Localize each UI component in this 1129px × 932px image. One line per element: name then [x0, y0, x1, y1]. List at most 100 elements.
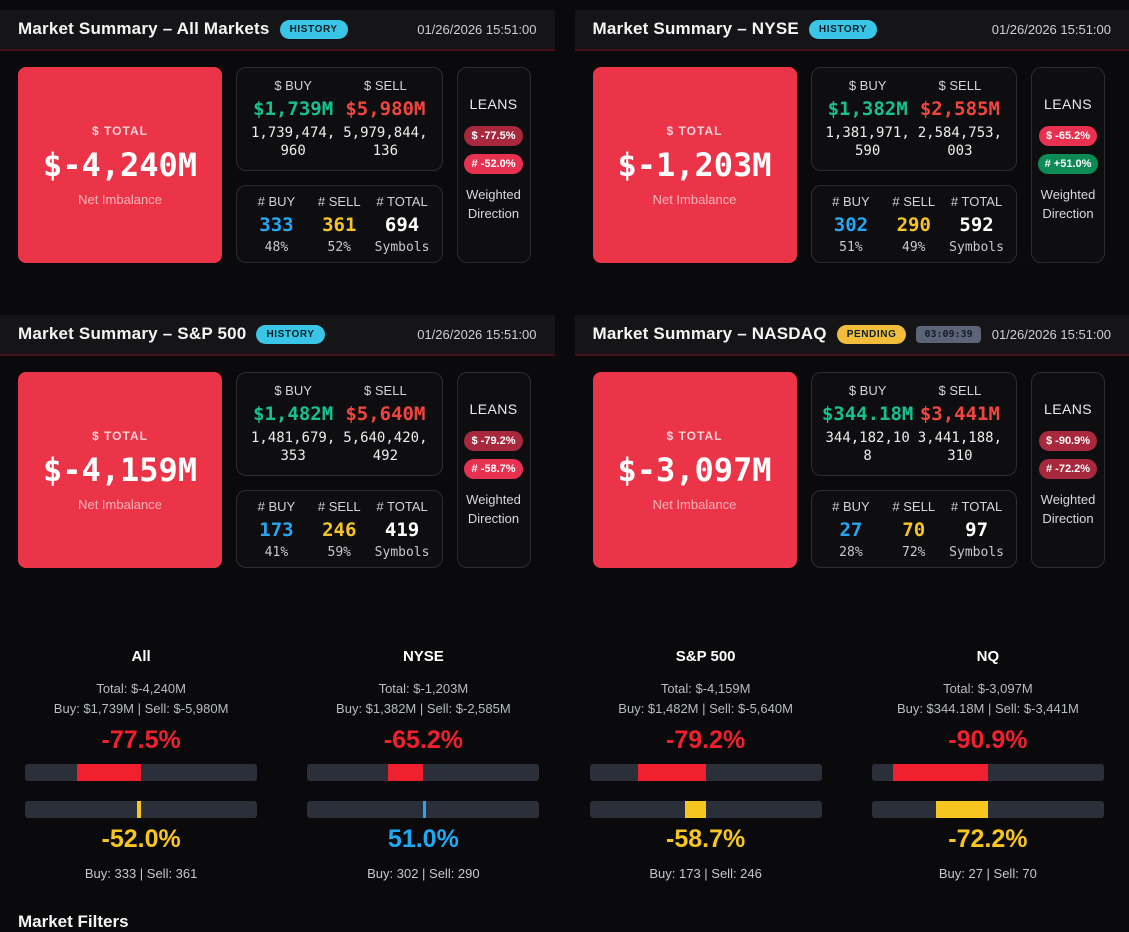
- count-lean-badge: # -52.0%: [464, 154, 522, 174]
- weighted-direction-label: Weighted Direction: [465, 186, 523, 224]
- count-sell-cell: # SELL 361 52%: [308, 194, 371, 255]
- count-total-cell: # TOTAL 694 Symbols: [371, 194, 434, 255]
- dollar-buy-value: $1,382M: [822, 98, 914, 120]
- dollar-lean-badge: $ -65.2%: [1039, 126, 1097, 146]
- panel-title: Market Summary – NYSE: [593, 19, 799, 39]
- comparison-total: Total: $-4,240M: [0, 681, 282, 696]
- dollar-sell-label: $ SELL: [339, 78, 431, 93]
- dollar-sell-value: $5,640M: [339, 403, 431, 425]
- dollar-sell-raw: 5,979,844,136: [339, 125, 431, 160]
- dollar-flow-box: $ BUY $1,482M 1,481,679,353 $ SELL $5,64…: [236, 372, 443, 476]
- count-sell-pct: 49%: [882, 240, 945, 255]
- comparison-buy-sell: Buy: $344.18M | Sell: $-3,441M: [847, 701, 1129, 716]
- dollar-lean-pct: -79.2%: [565, 726, 847, 755]
- count-sell-cell: # SELL 246 59%: [308, 499, 371, 560]
- panel-nyse: Market Summary – NYSE HISTORY 01/26/2026…: [575, 10, 1129, 263]
- stats-column: $ BUY $1,739M 1,739,474,960 $ SELL $5,98…: [236, 67, 443, 263]
- total-label: $ TOTAL: [92, 429, 148, 443]
- count-total-sub: Symbols: [945, 240, 1008, 255]
- count-total-cell: # TOTAL 97 Symbols: [945, 499, 1008, 560]
- comparison-total: Total: $-4,159M: [565, 681, 847, 696]
- dollar-buy-label: $ BUY: [247, 383, 339, 398]
- count-buy-label: # BUY: [245, 194, 308, 209]
- dollar-buy-label: $ BUY: [822, 383, 914, 398]
- dollar-buy-value: $1,739M: [247, 98, 339, 120]
- dollar-lean-badge: $ -77.5%: [464, 126, 522, 146]
- dollar-lean-bar: [590, 764, 822, 781]
- net-imbalance-card: $ TOTAL $-3,097M Net Imbalance: [593, 372, 797, 568]
- count-sell-pct: 59%: [308, 545, 371, 560]
- panel-title: Market Summary – All Markets: [18, 19, 270, 39]
- comparison-title: S&P 500: [565, 648, 847, 665]
- panel-header: Market Summary – S&P 500 HISTORY 01/26/2…: [0, 315, 555, 356]
- dollar-lean-bar-fill: [388, 764, 423, 781]
- count-total-sub: Symbols: [371, 545, 434, 560]
- count-buy-label: # BUY: [820, 194, 883, 209]
- comparison-column-sp500: S&P 500 Total: $-4,159M Buy: $1,482M | S…: [565, 648, 847, 881]
- count-lean-badge: # +51.0%: [1038, 154, 1099, 174]
- dollar-buy-raw: 1,739,474,960: [247, 125, 339, 160]
- total-label: $ TOTAL: [92, 124, 148, 138]
- panel-sp500: Market Summary – S&P 500 HISTORY 01/26/2…: [0, 315, 555, 568]
- dollar-buy-raw: 1,381,971,590: [822, 125, 914, 160]
- dollar-buy-label: $ BUY: [247, 78, 339, 93]
- count-lean-badge: # -58.7%: [464, 459, 522, 479]
- leans-title: LEANS: [1044, 96, 1092, 112]
- comparison-column-nyse: NYSE Total: $-1,203M Buy: $1,382M | Sell…: [282, 648, 564, 881]
- count-buy-label: # BUY: [820, 499, 883, 514]
- count-total-sub: Symbols: [371, 240, 434, 255]
- count-lean-bar: [590, 801, 822, 818]
- count-total-sub: Symbols: [945, 545, 1008, 560]
- leans-title: LEANS: [470, 96, 518, 112]
- symbol-counts-box: # BUY 333 48% # SELL 361 52% # TOTAL 694…: [236, 185, 443, 263]
- status-badge: PENDING: [837, 325, 907, 344]
- dollar-buy-cell: $ BUY $1,382M 1,381,971,590: [822, 78, 914, 160]
- total-value: $-3,097M: [617, 451, 771, 489]
- dollar-lean-bar: [25, 764, 257, 781]
- count-buy-label: # BUY: [245, 499, 308, 514]
- count-lean-bar-fill: [685, 801, 705, 818]
- count-total-value: 97: [945, 519, 1008, 541]
- dollar-sell-label: $ SELL: [339, 383, 431, 398]
- dollar-sell-cell: $ SELL $5,640M 5,640,420,492: [339, 383, 431, 465]
- count-lean-bar-fill: [423, 801, 425, 818]
- status-badge: HISTORY: [809, 20, 877, 39]
- total-value: $-4,240M: [43, 146, 197, 184]
- count-total-value: 694: [371, 214, 434, 236]
- comparison-buy-sell: Buy: $1,382M | Sell: $-2,585M: [282, 701, 564, 716]
- panel-all-markets: Market Summary – All Markets HISTORY 01/…: [0, 10, 555, 263]
- weighted-direction-label: Weighted Direction: [1039, 186, 1097, 224]
- panel-body: $ TOTAL $-4,240M Net Imbalance $ BUY $1,…: [0, 51, 555, 263]
- total-value: $-4,159M: [43, 451, 197, 489]
- leans-box: LEANS $ -90.9% # -72.2% Weighted Directi…: [1031, 372, 1105, 568]
- leans-box: LEANS $ -65.2% # +51.0% Weighted Directi…: [1031, 67, 1105, 263]
- count-buy-value: 333: [245, 214, 308, 236]
- count-sell-cell: # SELL 290 49%: [882, 194, 945, 255]
- timestamp: 01/26/2026 15:51:00: [417, 22, 536, 37]
- comparison-column-all: All Total: $-4,240M Buy: $1,739M | Sell:…: [0, 648, 282, 881]
- panel-title: Market Summary – S&P 500: [18, 324, 246, 344]
- count-total-value: 592: [945, 214, 1008, 236]
- weighted-direction-label: Weighted Direction: [465, 491, 523, 529]
- comparison-counts: Buy: 333 | Sell: 361: [0, 866, 282, 881]
- count-buy-cell: # BUY 27 28%: [820, 499, 883, 560]
- stats-column: $ BUY $344.18M 344,182,108 $ SELL $3,441…: [811, 372, 1018, 568]
- comparison-title: NQ: [847, 648, 1129, 665]
- count-lean-pct: -72.2%: [847, 825, 1129, 854]
- panel-body: $ TOTAL $-3,097M Net Imbalance $ BUY $34…: [575, 356, 1129, 568]
- count-total-label: # TOTAL: [371, 194, 434, 209]
- count-sell-value: 361: [308, 214, 371, 236]
- count-lean-bar-fill: [936, 801, 988, 818]
- leans-title: LEANS: [470, 401, 518, 417]
- dollar-lean-bar-fill: [77, 764, 141, 781]
- dollar-buy-value: $344.18M: [822, 403, 914, 425]
- count-sell-label: # SELL: [882, 194, 945, 209]
- net-imbalance-card: $ TOTAL $-4,240M Net Imbalance: [18, 67, 222, 263]
- count-lean-bar-fill: [137, 801, 142, 818]
- dollar-lean-pct: -65.2%: [282, 726, 564, 755]
- count-lean-pct: -52.0%: [0, 825, 282, 854]
- count-lean-bar: [25, 801, 257, 818]
- net-imbalance-label: Net Imbalance: [78, 192, 162, 207]
- count-sell-label: # SELL: [308, 194, 371, 209]
- dollar-lean-pct: -77.5%: [0, 726, 282, 755]
